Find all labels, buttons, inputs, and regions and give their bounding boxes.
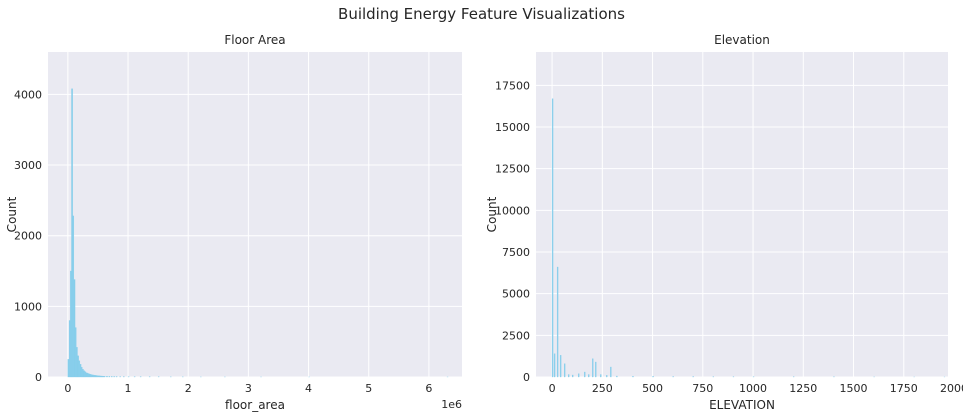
x-tick-label: 1 xyxy=(125,382,132,395)
histogram-bar xyxy=(632,376,634,378)
x-tick-label: 1000 xyxy=(739,382,767,395)
histogram-bar xyxy=(595,361,597,378)
histogram-bar xyxy=(82,369,84,378)
histogram-bar xyxy=(111,376,113,378)
histogram-bar xyxy=(113,376,115,378)
x-tick-label: 1500 xyxy=(840,382,868,395)
histogram-bar xyxy=(100,375,102,378)
histogram-bar xyxy=(85,372,88,378)
histogram-bar xyxy=(96,375,99,378)
histogram-bar xyxy=(101,375,103,378)
x-tick-label: 500 xyxy=(642,382,663,395)
histogram-bar xyxy=(83,370,85,378)
histogram-bar xyxy=(600,374,602,378)
x-offset-label: 1e6 xyxy=(441,398,462,411)
x-axis-label: floor_area xyxy=(225,398,285,412)
plot-area xyxy=(48,52,462,377)
x-tick-label: 1750 xyxy=(890,382,918,395)
subplot-2: 0 250 500 750 1000 1250 1500 1750 2000 0 2500 5000 7… xyxy=(485,33,963,412)
y-axis-label: Count xyxy=(5,196,19,232)
histogram-bar xyxy=(95,375,97,378)
histogram-bar xyxy=(108,376,111,378)
histogram-bar xyxy=(88,373,90,378)
y-tick-label: 1000 xyxy=(14,300,42,313)
histogram-bar xyxy=(578,373,580,378)
y-tick-label: 3000 xyxy=(14,159,42,172)
histogram-bar xyxy=(68,320,71,378)
x-tick-label: 250 xyxy=(592,382,613,395)
plot-area xyxy=(536,52,948,377)
y-tick-label: 0 xyxy=(523,371,530,384)
x-tick-label: 3 xyxy=(245,382,252,395)
y-tick-label: 0 xyxy=(35,371,42,384)
histogram-bar xyxy=(102,376,105,378)
histogram-bar xyxy=(98,375,101,378)
y-tick-label: 17500 xyxy=(495,79,530,92)
histogram-bar xyxy=(86,372,89,378)
histogram-bar xyxy=(89,374,91,378)
histogram-bar xyxy=(616,375,618,378)
histogram-bar xyxy=(584,371,586,378)
histogram-bars xyxy=(551,98,946,378)
histogram-bar xyxy=(73,279,76,378)
histogram-bar xyxy=(70,270,72,378)
histogram-bar xyxy=(692,376,694,378)
histogram-bar xyxy=(672,376,674,378)
histogram-bar xyxy=(97,375,100,378)
x-tick-label: 4 xyxy=(305,382,312,395)
histogram-bar xyxy=(553,353,556,378)
histogram-bar xyxy=(559,355,562,378)
x-tick-label: 0 xyxy=(549,382,556,395)
histogram-bar xyxy=(80,366,83,378)
x-axis-label: ELEVATION xyxy=(709,398,775,412)
histogram-bar xyxy=(92,374,95,378)
histogram-bar xyxy=(103,376,106,378)
y-tick-label: 12500 xyxy=(495,163,530,176)
x-tick-label: 6 xyxy=(425,382,432,395)
histogram-bar xyxy=(606,375,608,378)
histogram-bar xyxy=(568,374,570,378)
histogram-bar xyxy=(610,366,612,378)
histogram-bar xyxy=(556,266,559,378)
histogram-bar xyxy=(78,360,81,378)
y-tick-label: 10000 xyxy=(495,204,530,217)
subplot-1: 0 1 2 3 4 5 6 0 1000 2000 3000 4000 Floor Area floor_… xyxy=(5,33,462,412)
y-axis-label: Count xyxy=(485,196,499,232)
x-tick-label: 5 xyxy=(365,382,372,395)
y-tick-label: 2000 xyxy=(14,230,42,243)
histogram-bar xyxy=(551,98,554,378)
x-tick-label: 2 xyxy=(185,382,192,395)
x-tick-label: 1250 xyxy=(789,382,817,395)
y-tick-label: 5000 xyxy=(502,288,530,301)
histogram-bar xyxy=(572,374,574,378)
histogram-bar xyxy=(91,374,94,378)
x-tick-label: 0 xyxy=(64,382,71,395)
x-tick-label: 2000 xyxy=(940,382,963,395)
histogram-bar xyxy=(563,363,566,378)
histogram-bar xyxy=(71,88,73,378)
histogram-bar xyxy=(84,371,87,378)
y-tick-label: 4000 xyxy=(14,88,42,101)
histogram-bar xyxy=(106,376,108,378)
histogram-bar xyxy=(76,347,78,378)
histogram-bar xyxy=(94,375,96,378)
histogram-bar xyxy=(592,358,594,378)
histogram-bar xyxy=(74,327,77,378)
subplot-title: Floor Area xyxy=(224,33,285,47)
y-tick-label: 2500 xyxy=(502,329,530,342)
y-tick-label: 15000 xyxy=(495,121,530,134)
histogram-bar xyxy=(72,215,75,378)
y-tick-label: 7500 xyxy=(502,246,530,259)
figure-title: Building Energy Feature Visualizations xyxy=(338,5,625,23)
histogram-bar xyxy=(90,374,93,378)
histogram-bar xyxy=(67,359,70,378)
histogram-bar xyxy=(652,376,654,378)
histogram-bar xyxy=(77,355,79,378)
x-tick-label: 750 xyxy=(692,382,713,395)
histogram-bar xyxy=(588,374,590,378)
subplot-title: Elevation xyxy=(714,33,770,47)
histogram-bar xyxy=(79,364,82,378)
histogram-bars xyxy=(67,88,449,378)
